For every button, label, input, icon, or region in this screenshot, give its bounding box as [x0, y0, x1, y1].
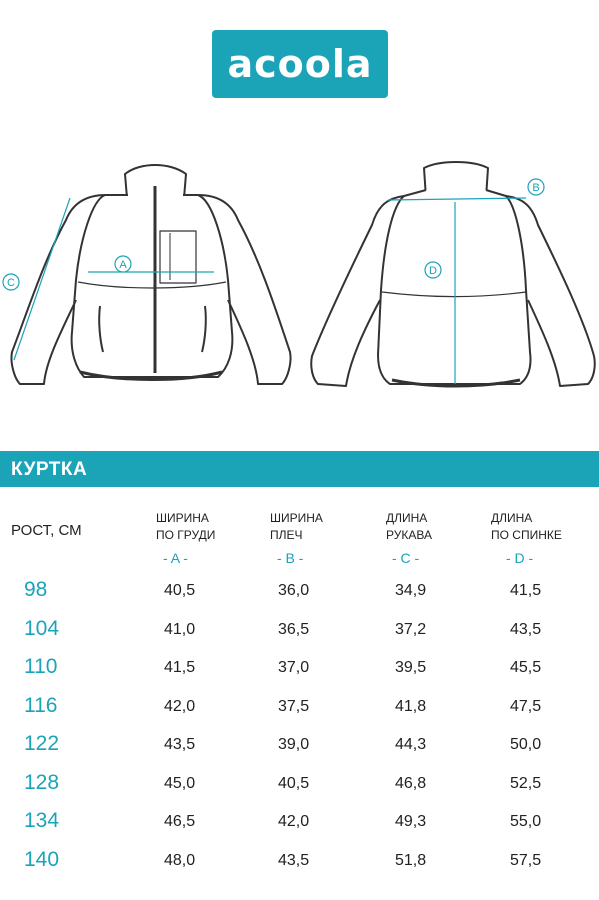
- cell-shoulders: 43,5: [278, 852, 310, 869]
- column-header-shoulders: ШИРИНА ПЛЕЧ: [270, 510, 323, 544]
- table-row: 140 48,0 43,5 51,8 57,5: [0, 848, 599, 878]
- badge-d: D: [429, 265, 437, 277]
- cell-sleeve: 39,5: [395, 659, 427, 676]
- column-header-line1: ДЛИНА: [491, 511, 533, 525]
- cell-chest: 46,5: [164, 813, 196, 830]
- cell-back: 50,0: [510, 736, 542, 753]
- badge-c: C: [7, 277, 15, 289]
- row-height: 122: [24, 732, 60, 755]
- row-height: 110: [24, 655, 58, 678]
- table-row: 104 41,0 36,5 37,2 43,5: [0, 617, 599, 647]
- row-height: 140: [24, 848, 60, 871]
- cell-sleeve: 44,3: [395, 736, 427, 753]
- cell-back: 57,5: [510, 852, 542, 869]
- column-letter-a: - A -: [163, 550, 188, 566]
- cell-shoulders: 39,0: [278, 736, 310, 753]
- row-height: 128: [24, 771, 60, 794]
- badge-b: B: [532, 182, 539, 194]
- cell-back: 43,5: [510, 621, 542, 638]
- row-height: 98: [24, 578, 48, 601]
- cell-shoulders: 37,0: [278, 659, 310, 676]
- cell-chest: 45,0: [164, 775, 196, 792]
- column-header-line2: ПО ГРУДИ: [156, 528, 216, 542]
- brand-logo: acoola: [212, 30, 388, 98]
- cell-sleeve: 49,3: [395, 813, 427, 830]
- column-header-line1: ШИРИНА: [270, 511, 323, 525]
- back-measurements: [387, 197, 527, 384]
- row-height: 104: [24, 617, 60, 640]
- section-banner: КУРТКА: [0, 451, 599, 487]
- column-header-line2: РУКАВА: [386, 528, 432, 542]
- cell-back: 52,5: [510, 775, 542, 792]
- cell-chest: 41,0: [164, 621, 196, 638]
- front-measurements: [13, 197, 214, 361]
- height-column-header: РОСТ, СМ: [11, 522, 82, 539]
- table-row: 116 42,0 37,5 41,8 47,5: [0, 694, 599, 724]
- cell-shoulders: 37,5: [278, 698, 310, 715]
- cell-back: 47,5: [510, 698, 542, 715]
- cell-chest: 48,0: [164, 852, 196, 869]
- column-header-line2: ПЛЕЧ: [270, 528, 303, 542]
- table-row: 128 45,0 40,5 46,8 52,5: [0, 771, 599, 801]
- cell-back: 55,0: [510, 813, 542, 830]
- cell-chest: 41,5: [164, 659, 196, 676]
- front-measure-badges: A C: [2, 255, 132, 291]
- back-measure-badges: B D: [424, 178, 545, 279]
- cell-sleeve: 41,8: [395, 698, 427, 715]
- back-jacket-drawing: [310, 161, 596, 388]
- jacket-technical-drawings: A C B D: [2, 161, 596, 388]
- cell-shoulders: 40,5: [278, 775, 310, 792]
- cell-sleeve: 51,8: [395, 852, 427, 869]
- column-letter-c: - C -: [392, 550, 420, 566]
- badge-a: A: [119, 259, 127, 271]
- cell-back: 45,5: [510, 659, 542, 676]
- cell-shoulders: 36,5: [278, 621, 310, 638]
- table-row: 122 43,5 39,0 44,3 50,0: [0, 732, 599, 762]
- column-header-chest: ШИРИНА ПО ГРУДИ: [156, 510, 215, 544]
- brand-logo-text: acoola: [227, 42, 373, 86]
- table-row: 134 46,5 42,0 49,3 55,0: [0, 809, 599, 839]
- cell-sleeve: 37,2: [395, 621, 427, 638]
- column-letter-d: - D -: [506, 550, 534, 566]
- cell-sleeve: 46,8: [395, 775, 427, 792]
- cell-chest: 40,5: [164, 582, 196, 599]
- front-jacket-drawing: [10, 164, 292, 385]
- column-header-line1: ШИРИНА: [156, 511, 209, 525]
- column-header-line2: ПО СПИНКЕ: [491, 528, 562, 542]
- cell-chest: 43,5: [164, 736, 196, 753]
- row-height: 116: [24, 694, 58, 717]
- column-header-back-length: ДЛИНА ПО СПИНКЕ: [491, 510, 562, 544]
- row-height: 134: [24, 809, 60, 832]
- table-row: 98 40,5 36,0 34,9 41,5: [0, 578, 599, 608]
- cell-sleeve: 34,9: [395, 582, 427, 599]
- cell-back: 41,5: [510, 582, 542, 599]
- cell-shoulders: 36,0: [278, 582, 310, 599]
- column-letter-b: - B -: [277, 550, 304, 566]
- cell-chest: 42,0: [164, 698, 196, 715]
- cell-shoulders: 42,0: [278, 813, 310, 830]
- column-header-line1: ДЛИНА: [386, 511, 428, 525]
- table-row: 110 41,5 37,0 39,5 45,5: [0, 655, 599, 685]
- section-title: КУРТКА: [11, 459, 88, 480]
- column-header-sleeve: ДЛИНА РУКАВА: [386, 510, 432, 544]
